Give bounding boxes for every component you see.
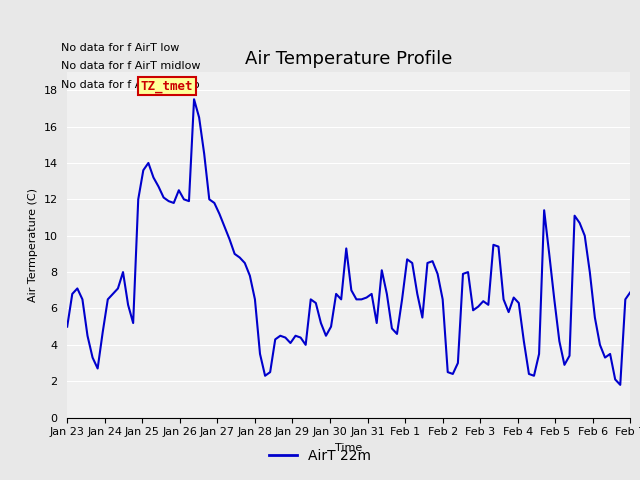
Title: Air Temperature Profile: Air Temperature Profile	[245, 49, 452, 68]
Text: TZ_tmet: TZ_tmet	[141, 80, 193, 93]
Text: No data for f AirT midlow: No data for f AirT midlow	[61, 61, 200, 72]
Text: No data for f AirT midtop: No data for f AirT midtop	[61, 80, 200, 90]
Y-axis label: Air Termperature (C): Air Termperature (C)	[28, 188, 38, 302]
Text: No data for f AirT low: No data for f AirT low	[61, 43, 179, 53]
X-axis label: Time: Time	[335, 443, 362, 453]
Legend: AirT 22m: AirT 22m	[264, 443, 376, 468]
